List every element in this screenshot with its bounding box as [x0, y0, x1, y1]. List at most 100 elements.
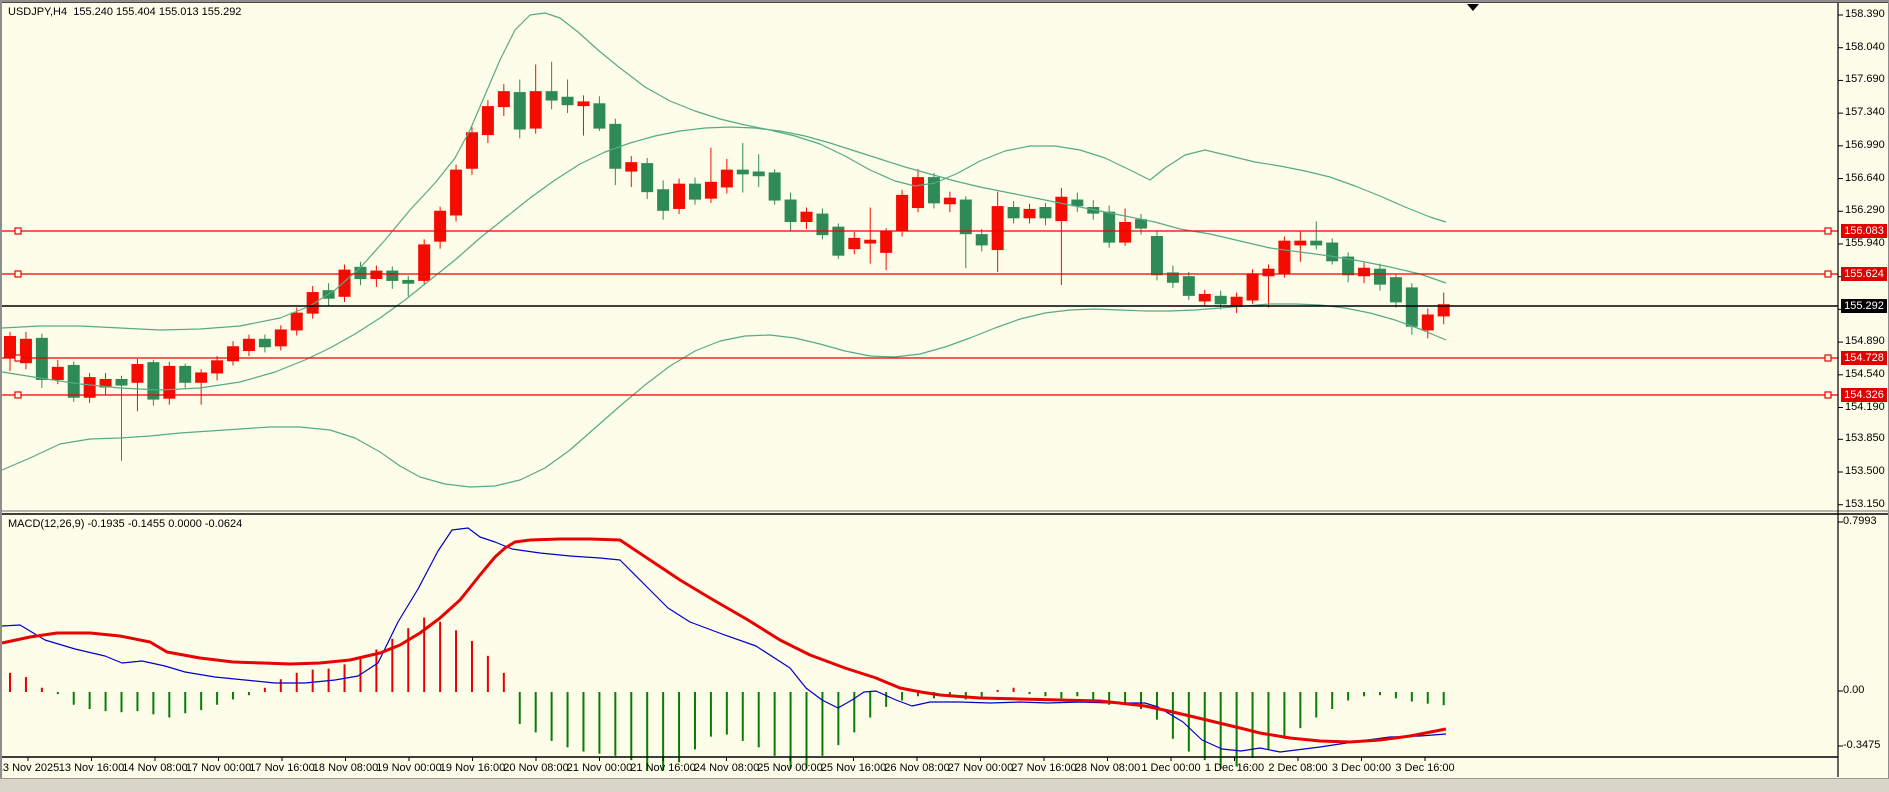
candle-body: [800, 211, 813, 223]
price-axis-label: 153.850: [1845, 432, 1885, 445]
candle-body: [1071, 199, 1084, 207]
price-axis-label: 157.690: [1845, 73, 1885, 86]
candle-body: [1246, 273, 1259, 301]
time-axis-label: 21 Nov 16:00: [630, 762, 696, 774]
level-line-handle[interactable]: [1824, 227, 1832, 235]
candle-body: [752, 171, 765, 177]
candle-body: [736, 169, 749, 175]
candle-body: [529, 91, 542, 129]
candle-body: [577, 101, 590, 107]
candle-body: [83, 377, 96, 398]
window-bottom-strip: [0, 778, 1889, 792]
candle-body: [832, 226, 845, 256]
bollinger-middle-line: [1, 126, 1447, 391]
candle-body: [593, 103, 606, 129]
candle-body: [4, 335, 16, 359]
candle-body: [943, 197, 956, 205]
time-axis-label: 19 Nov 16:00: [439, 762, 506, 774]
candle-body: [227, 346, 240, 362]
candle-body: [35, 337, 48, 380]
candle-body: [1326, 242, 1339, 262]
candle-body: [848, 237, 861, 250]
candle-body: [163, 365, 176, 399]
macd-axis-label: 0.7993: [1843, 515, 1877, 527]
candle-body: [1198, 293, 1211, 302]
candle-body: [147, 362, 160, 400]
price-axis-label: 156.290: [1845, 204, 1885, 217]
candle-body: [1262, 268, 1275, 277]
candle-body: [386, 270, 399, 281]
candle-body: [418, 244, 431, 281]
candle-body: [67, 364, 80, 398]
candle-body: [927, 177, 940, 204]
time-axis-label: 1 Dec 16:00: [1204, 762, 1265, 774]
candle-body: [704, 181, 717, 199]
candle-body: [1373, 268, 1386, 285]
price-axis-label: 154.190: [1845, 400, 1885, 413]
time-axis-label: 26 Nov 08:00: [884, 762, 950, 774]
candle-body: [19, 338, 32, 364]
price-axis-label: 156.640: [1845, 171, 1885, 184]
candle-body: [195, 372, 208, 383]
level-line-handle[interactable]: [14, 270, 22, 278]
price-axis-label: 154.890: [1845, 335, 1885, 348]
chart-shift-marker-icon[interactable]: [1467, 4, 1479, 11]
time-axis-label: 25 Nov 00:00: [757, 762, 823, 774]
candle-body: [211, 360, 224, 374]
candle-body: [657, 189, 670, 211]
candle-body: [784, 199, 797, 223]
level-line-handle[interactable]: [1824, 354, 1832, 362]
candle-body: [673, 183, 686, 209]
candle-body: [258, 338, 271, 348]
candle-body: [1150, 235, 1163, 276]
candle-body: [1437, 304, 1450, 317]
candle-body: [1230, 296, 1243, 308]
level-line-handle[interactable]: [14, 391, 22, 399]
candle-body: [1039, 207, 1052, 219]
candle-body: [1103, 211, 1116, 243]
window-border-left: [0, 0, 2, 792]
level-line-handle[interactable]: [14, 354, 22, 362]
candle-body: [816, 213, 829, 236]
candle-body: [434, 210, 447, 242]
candle-body: [338, 269, 351, 297]
candle-body: [354, 266, 367, 280]
time-axis-label: 21 Nov 00:00: [566, 762, 633, 774]
candle-body: [959, 199, 972, 235]
candle-body: [179, 365, 192, 383]
candle-body: [1278, 240, 1291, 274]
level-line-handle[interactable]: [1824, 270, 1832, 278]
candle-body: [880, 231, 893, 253]
time-axis-label: 19 Nov 00:00: [376, 762, 442, 774]
candle-body: [1166, 272, 1179, 283]
price-axis-label: 153.150: [1845, 497, 1885, 510]
level-line-handle[interactable]: [1824, 391, 1832, 399]
time-axis-label: 17 Nov 00:00: [185, 762, 252, 774]
candle-body: [1135, 219, 1148, 229]
candle-body: [896, 194, 909, 232]
macd-main-line: [1, 527, 1447, 753]
level-line-handle[interactable]: [14, 227, 22, 235]
candle-body: [497, 91, 510, 108]
time-axis-label: 2 Dec 08:00: [1268, 762, 1328, 774]
time-axis-label: 25 Nov 16:00: [820, 762, 887, 774]
time-axis-label: 1 Dec 00:00: [1141, 762, 1201, 774]
price-axis-label: 153.500: [1845, 465, 1885, 477]
candle-body: [545, 91, 558, 101]
candle-body: [450, 169, 463, 216]
price-axis-label: 156.990: [1845, 138, 1885, 151]
price-axis-label: 158.390: [1845, 8, 1885, 20]
time-axis-label: 28 Nov 08:00: [1074, 762, 1141, 774]
candle-body: [625, 162, 638, 172]
price-axis-label: 157.340: [1845, 106, 1885, 119]
candle-body: [274, 329, 287, 347]
candle-body: [912, 177, 925, 209]
candle-body: [115, 378, 128, 386]
candle-body: [402, 279, 415, 284]
price-axis-label: 155.940: [1845, 236, 1885, 249]
candle-body: [688, 183, 701, 200]
candle-body: [768, 172, 781, 201]
level-price-badge: 156.083: [1841, 224, 1887, 238]
